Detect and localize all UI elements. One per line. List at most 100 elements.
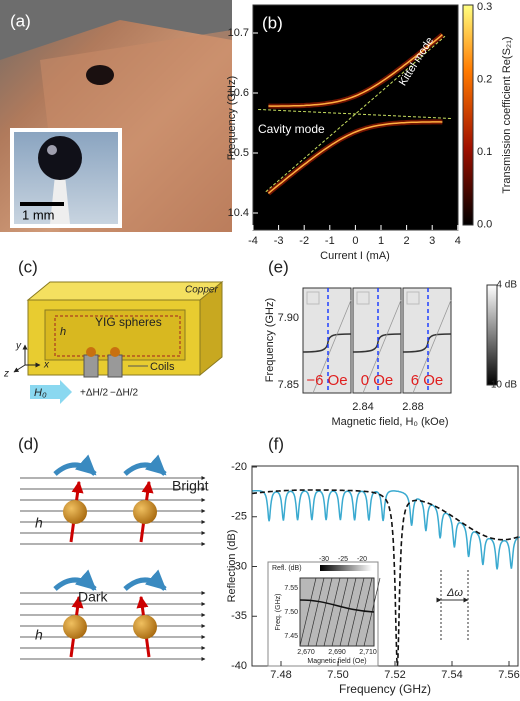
x-tick-label: 2.84 — [352, 401, 373, 413]
y-tick-label: 10.4 — [228, 207, 249, 219]
yig-sphere — [133, 615, 157, 639]
x-axis-label: Current I (mA) — [320, 250, 390, 262]
kittel-line — [312, 299, 352, 394]
y-axis-label: Frequency (GHz) — [226, 76, 238, 160]
inset-mode — [315, 577, 333, 647]
inset-mode — [347, 577, 365, 647]
annotation: H₀ — [34, 387, 47, 399]
offset-label: −6 Oe — [306, 372, 347, 389]
colorbar — [462, 4, 474, 226]
precession-arrow — [53, 569, 97, 591]
offset-label: 0 Oe — [361, 372, 394, 389]
single-sphere — [251, 489, 520, 667]
subplot-marker — [406, 291, 420, 305]
y-tick-label: -30 — [231, 560, 247, 572]
x-tick-label: 4 — [455, 235, 461, 247]
colorbar-tick-label: -20 — [357, 556, 367, 563]
mode-curve — [302, 333, 352, 353]
colorbar-tick-label: 0.2 — [477, 73, 492, 85]
photo-a — [0, 0, 232, 232]
y-tick-label: 7.50 — [284, 609, 298, 616]
inset-mode — [323, 577, 341, 647]
colorbar-tick-label: -10 dB — [488, 380, 518, 391]
colorbar-tick-label: 0.1 — [477, 146, 492, 158]
precession-arrow — [123, 569, 167, 591]
mode-curve — [352, 333, 402, 353]
panel-label: (f) — [268, 434, 284, 453]
x-tick-label: 2,670 — [297, 649, 315, 656]
yig-sphere — [63, 500, 87, 524]
subplot — [402, 287, 452, 394]
y-tick-label: 7.55 — [284, 585, 298, 592]
subplot-marker — [306, 291, 320, 305]
annotation: Cavity mode — [258, 122, 325, 136]
y-tick-label: 7.45 — [284, 633, 298, 640]
cavity-guide — [258, 108, 453, 120]
colorbar-tick-label: 0.3 — [477, 1, 492, 13]
x-tick-label: 7.52 — [384, 669, 405, 681]
y-tick-label: 7.90 — [278, 312, 299, 324]
inset-mode — [331, 577, 349, 647]
annotation: +ΔH/2 — [80, 388, 109, 399]
x-tick-label: 2.88 — [402, 401, 423, 413]
colorbar-tick-label: -30 — [319, 556, 329, 563]
annotation: h — [35, 515, 43, 531]
y-tick-label: -35 — [231, 610, 247, 622]
y-tick-label: 10.7 — [228, 27, 249, 39]
y-tick-label: -40 — [231, 660, 247, 672]
y-tick-label: 10.5 — [228, 147, 249, 159]
annotation: Coils — [150, 361, 175, 373]
y-tick-label: 7.85 — [278, 379, 299, 391]
scale-bar-label: 1 mm — [22, 207, 55, 222]
y-tick-label: -25 — [231, 511, 247, 523]
mode-curve — [402, 333, 452, 353]
x-tick-label: 7.56 — [498, 669, 519, 681]
colorbar-label: Transmission coefficient Re(S₂₁) — [501, 36, 513, 193]
x-tick-label: 3 — [429, 235, 435, 247]
colorbar-tick-label: 4 dB — [496, 280, 517, 291]
precession-arrow — [123, 454, 167, 476]
annotation: Bright — [172, 478, 209, 494]
cavity-drawing — [13, 280, 224, 404]
panel-label: (d) — [18, 434, 39, 453]
annotation: −ΔH/2 — [110, 388, 139, 399]
subplot-marker — [356, 291, 370, 305]
kittel-guide — [265, 35, 446, 193]
kittel-line — [412, 299, 452, 394]
annotation: h — [35, 627, 43, 643]
inset-mode — [339, 577, 357, 647]
x-tick-label: 7.54 — [441, 669, 462, 681]
axis-name: z — [3, 369, 9, 380]
mode-branch — [267, 121, 443, 194]
inset-mode — [307, 577, 325, 647]
y-tick-label: -20 — [231, 461, 247, 473]
x-tick-label: 2 — [404, 235, 410, 247]
x-tick-label: 7.48 — [270, 669, 291, 681]
panel-label: (c) — [18, 257, 38, 276]
inset-mode — [299, 599, 375, 613]
offset-label: 6 Oe — [411, 372, 444, 389]
x-axis-label: Magnetic field, H₀ (kOe) — [331, 416, 448, 428]
annotation: Δω — [446, 587, 463, 599]
x-tick-label: 0 — [352, 235, 358, 247]
annotation: YIG spheres — [95, 315, 162, 329]
axis-name: x — [43, 360, 50, 371]
colorbar-label: Refl. (dB) — [272, 565, 302, 572]
spectrum — [251, 490, 520, 570]
x-tick-label: -1 — [325, 235, 335, 247]
y-axis-label: Frequency (GHz) — [264, 298, 276, 382]
x-tick-label: 1 — [378, 235, 384, 247]
annotation: Dark — [78, 589, 109, 605]
yig-sphere — [133, 500, 157, 524]
y-axis-label: Reflection (dB) — [226, 530, 238, 603]
x-tick-label: 2,710 — [359, 649, 377, 656]
panel-label: (b) — [262, 13, 283, 32]
annotation: h — [60, 326, 66, 338]
x-tick-label: -3 — [274, 235, 284, 247]
inset-mode — [299, 577, 317, 647]
y-axis-label: Freq. (GHz) — [275, 594, 282, 631]
x-tick-label: -2 — [299, 235, 309, 247]
colorbar-tick-label: -25 — [338, 556, 348, 563]
yig-sphere — [63, 615, 87, 639]
annotation: Copper — [185, 285, 218, 296]
